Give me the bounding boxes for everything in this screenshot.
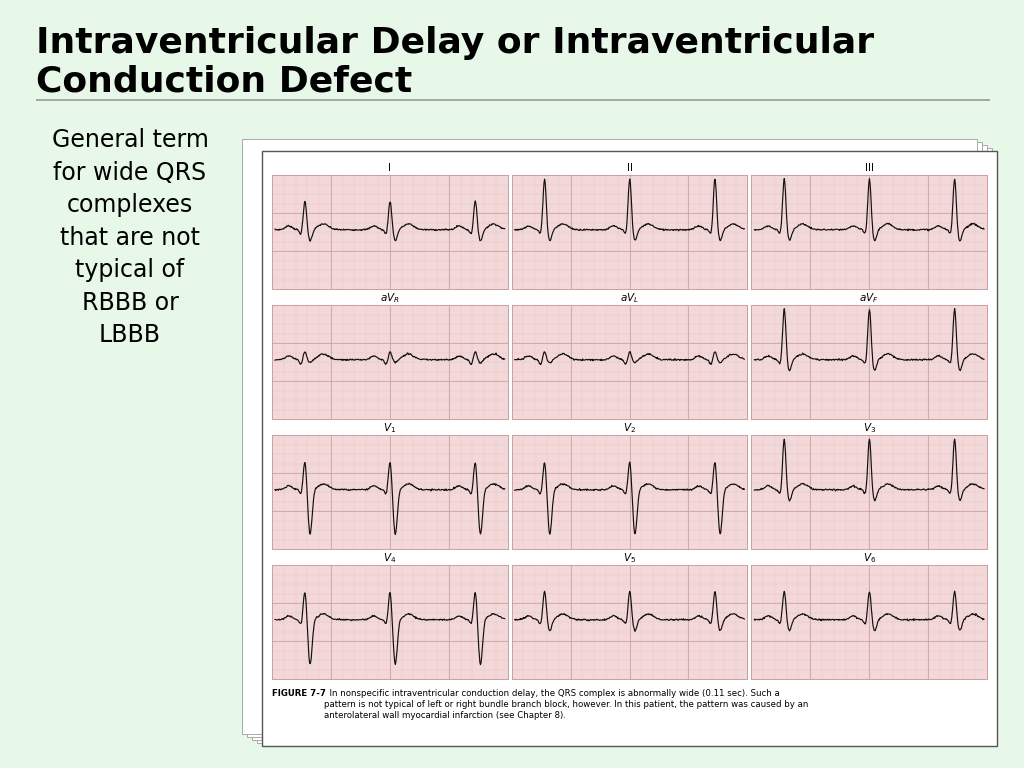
Bar: [272, 565, 508, 679]
Text: $aV_L$: $aV_L$: [620, 291, 639, 305]
Bar: [752, 175, 987, 289]
Text: $aV_R$: $aV_R$: [380, 291, 399, 305]
Bar: [512, 565, 748, 679]
Bar: [512, 435, 748, 549]
Text: In nonspecific intraventricular conduction delay, the QRS complex is abnormally : In nonspecific intraventricular conducti…: [324, 689, 808, 720]
Text: Intraventricular Delay or Intraventricular: Intraventricular Delay or Intraventricul…: [36, 26, 874, 60]
Bar: [272, 305, 508, 419]
Bar: [257, 148, 992, 743]
Bar: [752, 565, 987, 679]
Text: II: II: [627, 163, 633, 173]
Bar: [242, 139, 977, 734]
Text: III: III: [864, 163, 873, 173]
Text: $V_5$: $V_5$: [623, 551, 636, 565]
Text: General term
for wide QRS
complexes
that are not
typical of
RBBB or
LBBB: General term for wide QRS complexes that…: [51, 128, 209, 347]
Bar: [272, 435, 508, 549]
Bar: [752, 305, 987, 419]
Bar: [512, 175, 748, 289]
Text: FIGURE 7-7: FIGURE 7-7: [272, 689, 326, 698]
Text: Conduction Defect: Conduction Defect: [36, 64, 413, 98]
Bar: [752, 435, 987, 549]
Bar: [272, 175, 508, 289]
Text: $V_4$: $V_4$: [383, 551, 396, 565]
Text: $V_1$: $V_1$: [383, 421, 396, 435]
Text: $aV_F$: $aV_F$: [859, 291, 879, 305]
Bar: [247, 142, 982, 737]
Bar: [252, 145, 987, 740]
Bar: [262, 151, 997, 746]
Text: I: I: [388, 163, 391, 173]
Text: $V_2$: $V_2$: [623, 421, 636, 435]
Text: $V_6$: $V_6$: [862, 551, 876, 565]
Text: $V_3$: $V_3$: [862, 421, 876, 435]
Bar: [512, 305, 748, 419]
